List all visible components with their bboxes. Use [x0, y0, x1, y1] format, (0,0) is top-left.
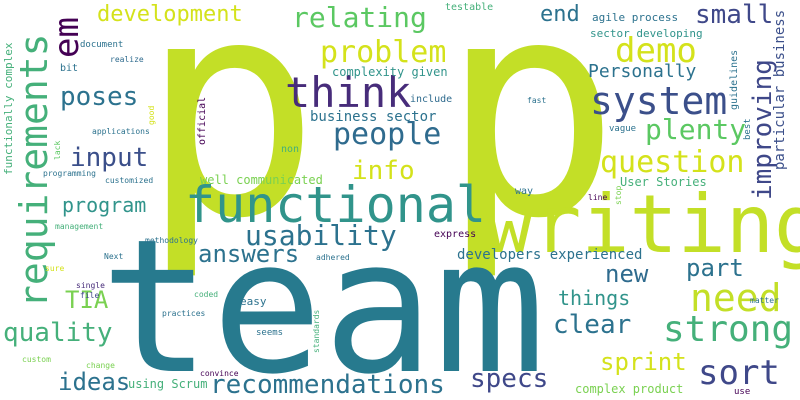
word-usability: usability	[245, 219, 397, 252]
word-adhered: adhered	[316, 253, 350, 262]
word-particular-business: particular business	[772, 9, 788, 170]
word-part: part	[686, 254, 744, 282]
word-poses: poses	[60, 82, 139, 112]
word-file: file	[80, 291, 100, 300]
word-guidelines: guidelines	[729, 49, 740, 110]
word-things: things	[558, 286, 631, 310]
word-realize: realize	[110, 55, 144, 64]
word-matter: matter	[750, 296, 779, 305]
word-need: need	[690, 276, 782, 320]
word-way: way	[515, 186, 534, 197]
word-use: use	[734, 387, 751, 397]
word-sector-developing: sector developing	[590, 27, 703, 40]
word-applications: applications	[92, 127, 150, 136]
word-official: official	[197, 96, 208, 145]
word-sprint: sprint	[600, 348, 687, 376]
word-demo: demo	[615, 31, 697, 71]
word-Personally: Personally	[588, 61, 697, 82]
word-change: change	[86, 361, 115, 370]
word-standards: standards	[312, 309, 321, 353]
word-testable: testable	[445, 2, 494, 13]
word-think: think	[285, 68, 412, 117]
word-program: program	[62, 193, 147, 217]
word-quality: quality	[3, 318, 113, 348]
word-sure: sure	[45, 264, 65, 273]
word-problem: problem	[320, 35, 447, 70]
word-writing: writing	[485, 178, 800, 271]
word-developers-experienced: developers experienced	[457, 247, 643, 263]
word-single: single	[76, 281, 105, 290]
word-new: new	[605, 260, 649, 288]
word-info: info	[352, 156, 415, 186]
word-em: em	[47, 17, 87, 58]
word-ideas: ideas	[58, 368, 131, 396]
word-Next: Next	[104, 252, 124, 261]
word-team: team	[100, 199, 546, 400]
word-easy: easy	[240, 295, 267, 308]
word-fast: fast	[527, 96, 547, 105]
word-relating: relating	[292, 1, 427, 34]
word-vague: vague	[609, 124, 637, 134]
word-management: management	[55, 222, 104, 231]
word-functional: functional	[185, 176, 487, 234]
word-express: express	[434, 229, 477, 240]
word-recommendations: recommendations	[210, 370, 445, 400]
word-complexity-given: complexity given	[332, 65, 448, 79]
word-lack: lack	[53, 140, 62, 160]
word-p-left: p	[140, 0, 321, 284]
word-functionally-complex: functionally complex	[2, 42, 15, 175]
word-answers: answers	[198, 240, 300, 268]
word-strong: strong	[663, 309, 794, 350]
word-document: document	[80, 40, 124, 50]
word-programming: programming	[43, 169, 96, 178]
word-people: people	[333, 117, 442, 152]
word-development: development	[97, 2, 243, 27]
word-input: input	[70, 143, 149, 173]
word-include: include	[410, 94, 453, 105]
word-bit: bit	[60, 63, 79, 74]
word-clear: clear	[553, 310, 632, 340]
word-methodology: methodology	[145, 236, 198, 245]
word-User-Stories: User Stories	[620, 175, 707, 189]
word-well-communicated: well communicated	[200, 173, 323, 187]
word-coded: coded	[194, 290, 219, 299]
word-customized: customized	[105, 176, 154, 185]
word-complex-product: complex product	[575, 382, 684, 396]
word-system: system	[590, 79, 728, 123]
word-non: non	[281, 144, 300, 155]
word-p-right: p	[440, 0, 621, 284]
word-best: best	[743, 118, 753, 140]
word-seems: seems	[256, 328, 284, 338]
word-custom: custom	[22, 355, 51, 364]
word-agile-process: agile process	[592, 11, 679, 24]
word-specs: specs	[470, 364, 549, 394]
word-question: question	[600, 145, 745, 180]
word-plenty: plenty	[645, 113, 747, 146]
word-end: end	[540, 2, 580, 27]
word-practices: practices	[162, 309, 206, 318]
word-sort: sort	[698, 353, 780, 393]
word-good: good	[147, 105, 156, 125]
word-using-Scrum: using Scrum	[128, 377, 208, 391]
word-stop: stop	[614, 185, 623, 205]
word-small: small	[695, 0, 774, 30]
word-line: line	[588, 193, 608, 202]
word-TIA: TIA	[65, 286, 109, 314]
word-convince: convince	[200, 369, 239, 378]
word-business-sector: business sector	[310, 109, 437, 125]
